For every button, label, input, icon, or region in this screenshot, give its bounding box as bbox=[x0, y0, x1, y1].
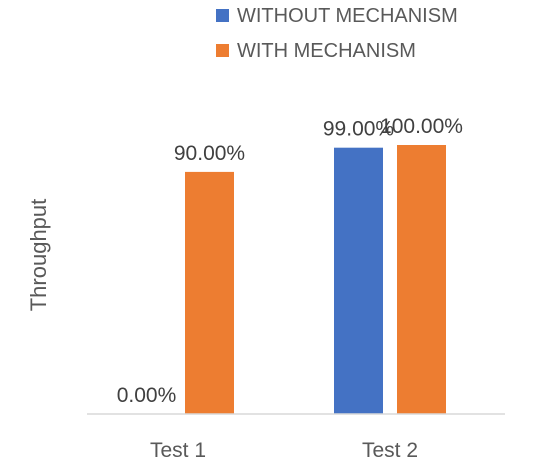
value-labels: 0.00% 90.00% 99.00%100.00% bbox=[117, 115, 463, 407]
y-axis-label: Throughput bbox=[26, 199, 51, 312]
bar-with-mechanism-1 bbox=[185, 171, 234, 414]
x-tick-label: Test 2 bbox=[362, 439, 418, 462]
data-label: 100.00% bbox=[380, 115, 463, 138]
legend-label: WITHOUT MECHANISM bbox=[237, 5, 458, 27]
x-tick-labels: Test 1 Test 2 bbox=[150, 439, 418, 462]
legend-swatch bbox=[216, 44, 229, 57]
legend-swatch bbox=[216, 9, 229, 22]
legend-label: WITH MECHANISM bbox=[237, 40, 416, 62]
x-tick-label: Test 1 bbox=[150, 439, 206, 462]
bar-with-mechanism-2 bbox=[397, 145, 446, 414]
bar-without-mechanism-2 bbox=[334, 147, 383, 414]
legend: WITHOUT MECHANISM WITH MECHANISM bbox=[216, 5, 458, 62]
data-label: 90.00% bbox=[174, 142, 245, 165]
bars bbox=[185, 145, 446, 414]
data-label: 99.00% bbox=[323, 118, 394, 141]
data-label: 0.00% bbox=[117, 384, 177, 407]
